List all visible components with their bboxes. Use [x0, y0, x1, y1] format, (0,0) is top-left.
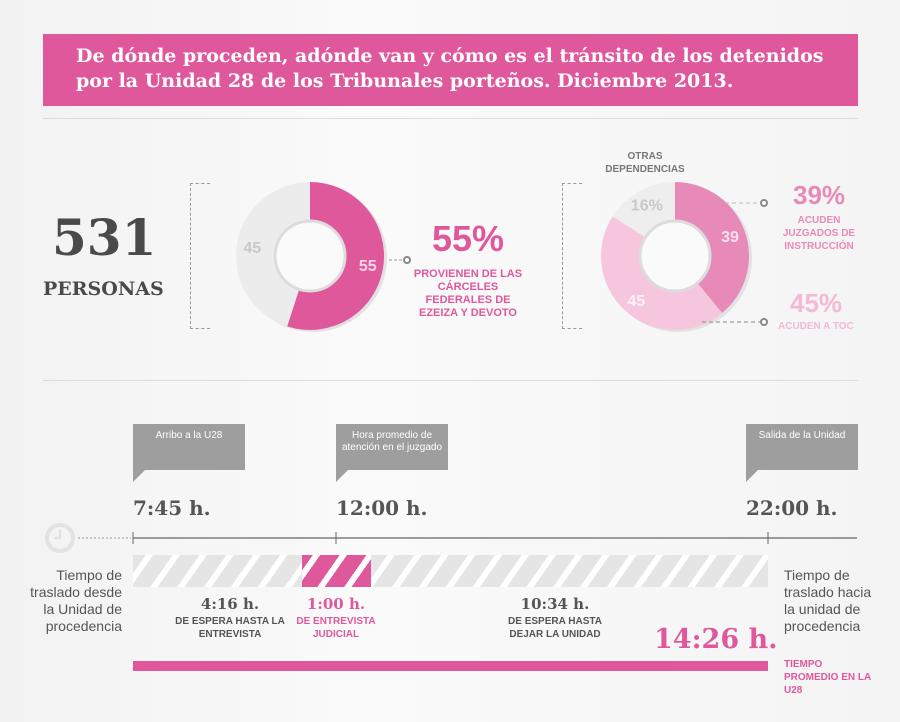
- leader-dot: [403, 256, 411, 264]
- total-time: 14:26 h.: [654, 624, 778, 655]
- bubble-atencion: Hora promedio de atención en el juzgado: [336, 424, 448, 482]
- pct-55: 55%: [432, 218, 505, 259]
- bracket: [562, 183, 582, 329]
- right-note: Tiempo de traslado hacia la unidad de pr…: [784, 567, 872, 634]
- desc-45: ACUDEN A TOC: [778, 321, 854, 332]
- pct-39: 39%: [793, 180, 846, 210]
- total-bar: [133, 661, 768, 671]
- time-arribo: 7:45 h.: [133, 496, 211, 520]
- seg3-time: 10:34 h.: [520, 595, 590, 613]
- seg1-time: 4:16 h.: [200, 595, 260, 613]
- left-note: Tiempo de traslado desde la Unidad de pr…: [30, 567, 122, 634]
- total-desc: TIEMPO PROMEDIO EN LA U28: [784, 659, 871, 696]
- bubble-arribo: Arribo a la U28: [133, 424, 245, 482]
- seg2-desc: DE ENTREVISTA JUDICIAL: [296, 616, 376, 640]
- divider: [43, 118, 858, 119]
- donut-procedencia: 55 45: [236, 182, 387, 332]
- slice-label: 16%: [631, 198, 663, 215]
- seg1-desc: DE ESPERA HASTA LA ENTREVISTA: [175, 616, 285, 640]
- donut-slice: [675, 182, 749, 314]
- donut-hole: [638, 219, 712, 293]
- donut-destino: 39 45 16%: [600, 182, 752, 332]
- clock-icon: [45, 523, 75, 553]
- time-atencion: 12:00 h.: [336, 496, 428, 520]
- seg2-time: 1:00 h.: [306, 595, 366, 613]
- otras-label: OTRAS DEPENDENCIAS: [605, 151, 685, 175]
- time-salida: 22:00 h.: [746, 496, 838, 520]
- pct-45: 45%: [790, 288, 843, 318]
- bracket: [190, 183, 210, 329]
- leader-dot: [760, 199, 768, 207]
- segment-interview: 1:00 h. DE ENTREVISTA JUDICIAL: [290, 595, 382, 641]
- donut-slice: [236, 182, 310, 327]
- bubble-salida: Salida de la Unidad: [746, 424, 858, 482]
- slice-label: 39: [721, 229, 739, 246]
- slice-label: 45: [243, 240, 261, 257]
- segment-wait2: 10:34 h. DE ESPERA HASTA DEJAR LA UNIDAD: [490, 595, 620, 641]
- slice-label: 55: [359, 258, 377, 275]
- segment-wait1: 4:16 h. DE ESPERA HASTA LA ENTREVISTA: [170, 595, 290, 641]
- leader-dot: [760, 318, 768, 326]
- title-banner: De dónde proceden, adónde van y cómo es …: [43, 34, 858, 106]
- total-number: 531: [52, 208, 157, 267]
- seg3-desc: DE ESPERA HASTA DEJAR LA UNIDAD: [508, 616, 602, 640]
- donut-hole: [273, 219, 347, 293]
- donut-charts: 55 45 39 45 16%: [236, 182, 768, 332]
- desc-39: ACUDEN JUZGADOS DE INSTRUCCIÓN: [782, 215, 856, 252]
- divider: [43, 380, 858, 381]
- timeline-axis: [45, 523, 857, 553]
- interview-bar: [302, 555, 371, 587]
- total-label: PERSONAS: [43, 278, 164, 300]
- slice-label: 45: [627, 293, 645, 310]
- wait-bar: [133, 555, 768, 587]
- desc-55: PROVIENEN DE LAS CÁRCELES FEDERALES DE E…: [413, 268, 523, 319]
